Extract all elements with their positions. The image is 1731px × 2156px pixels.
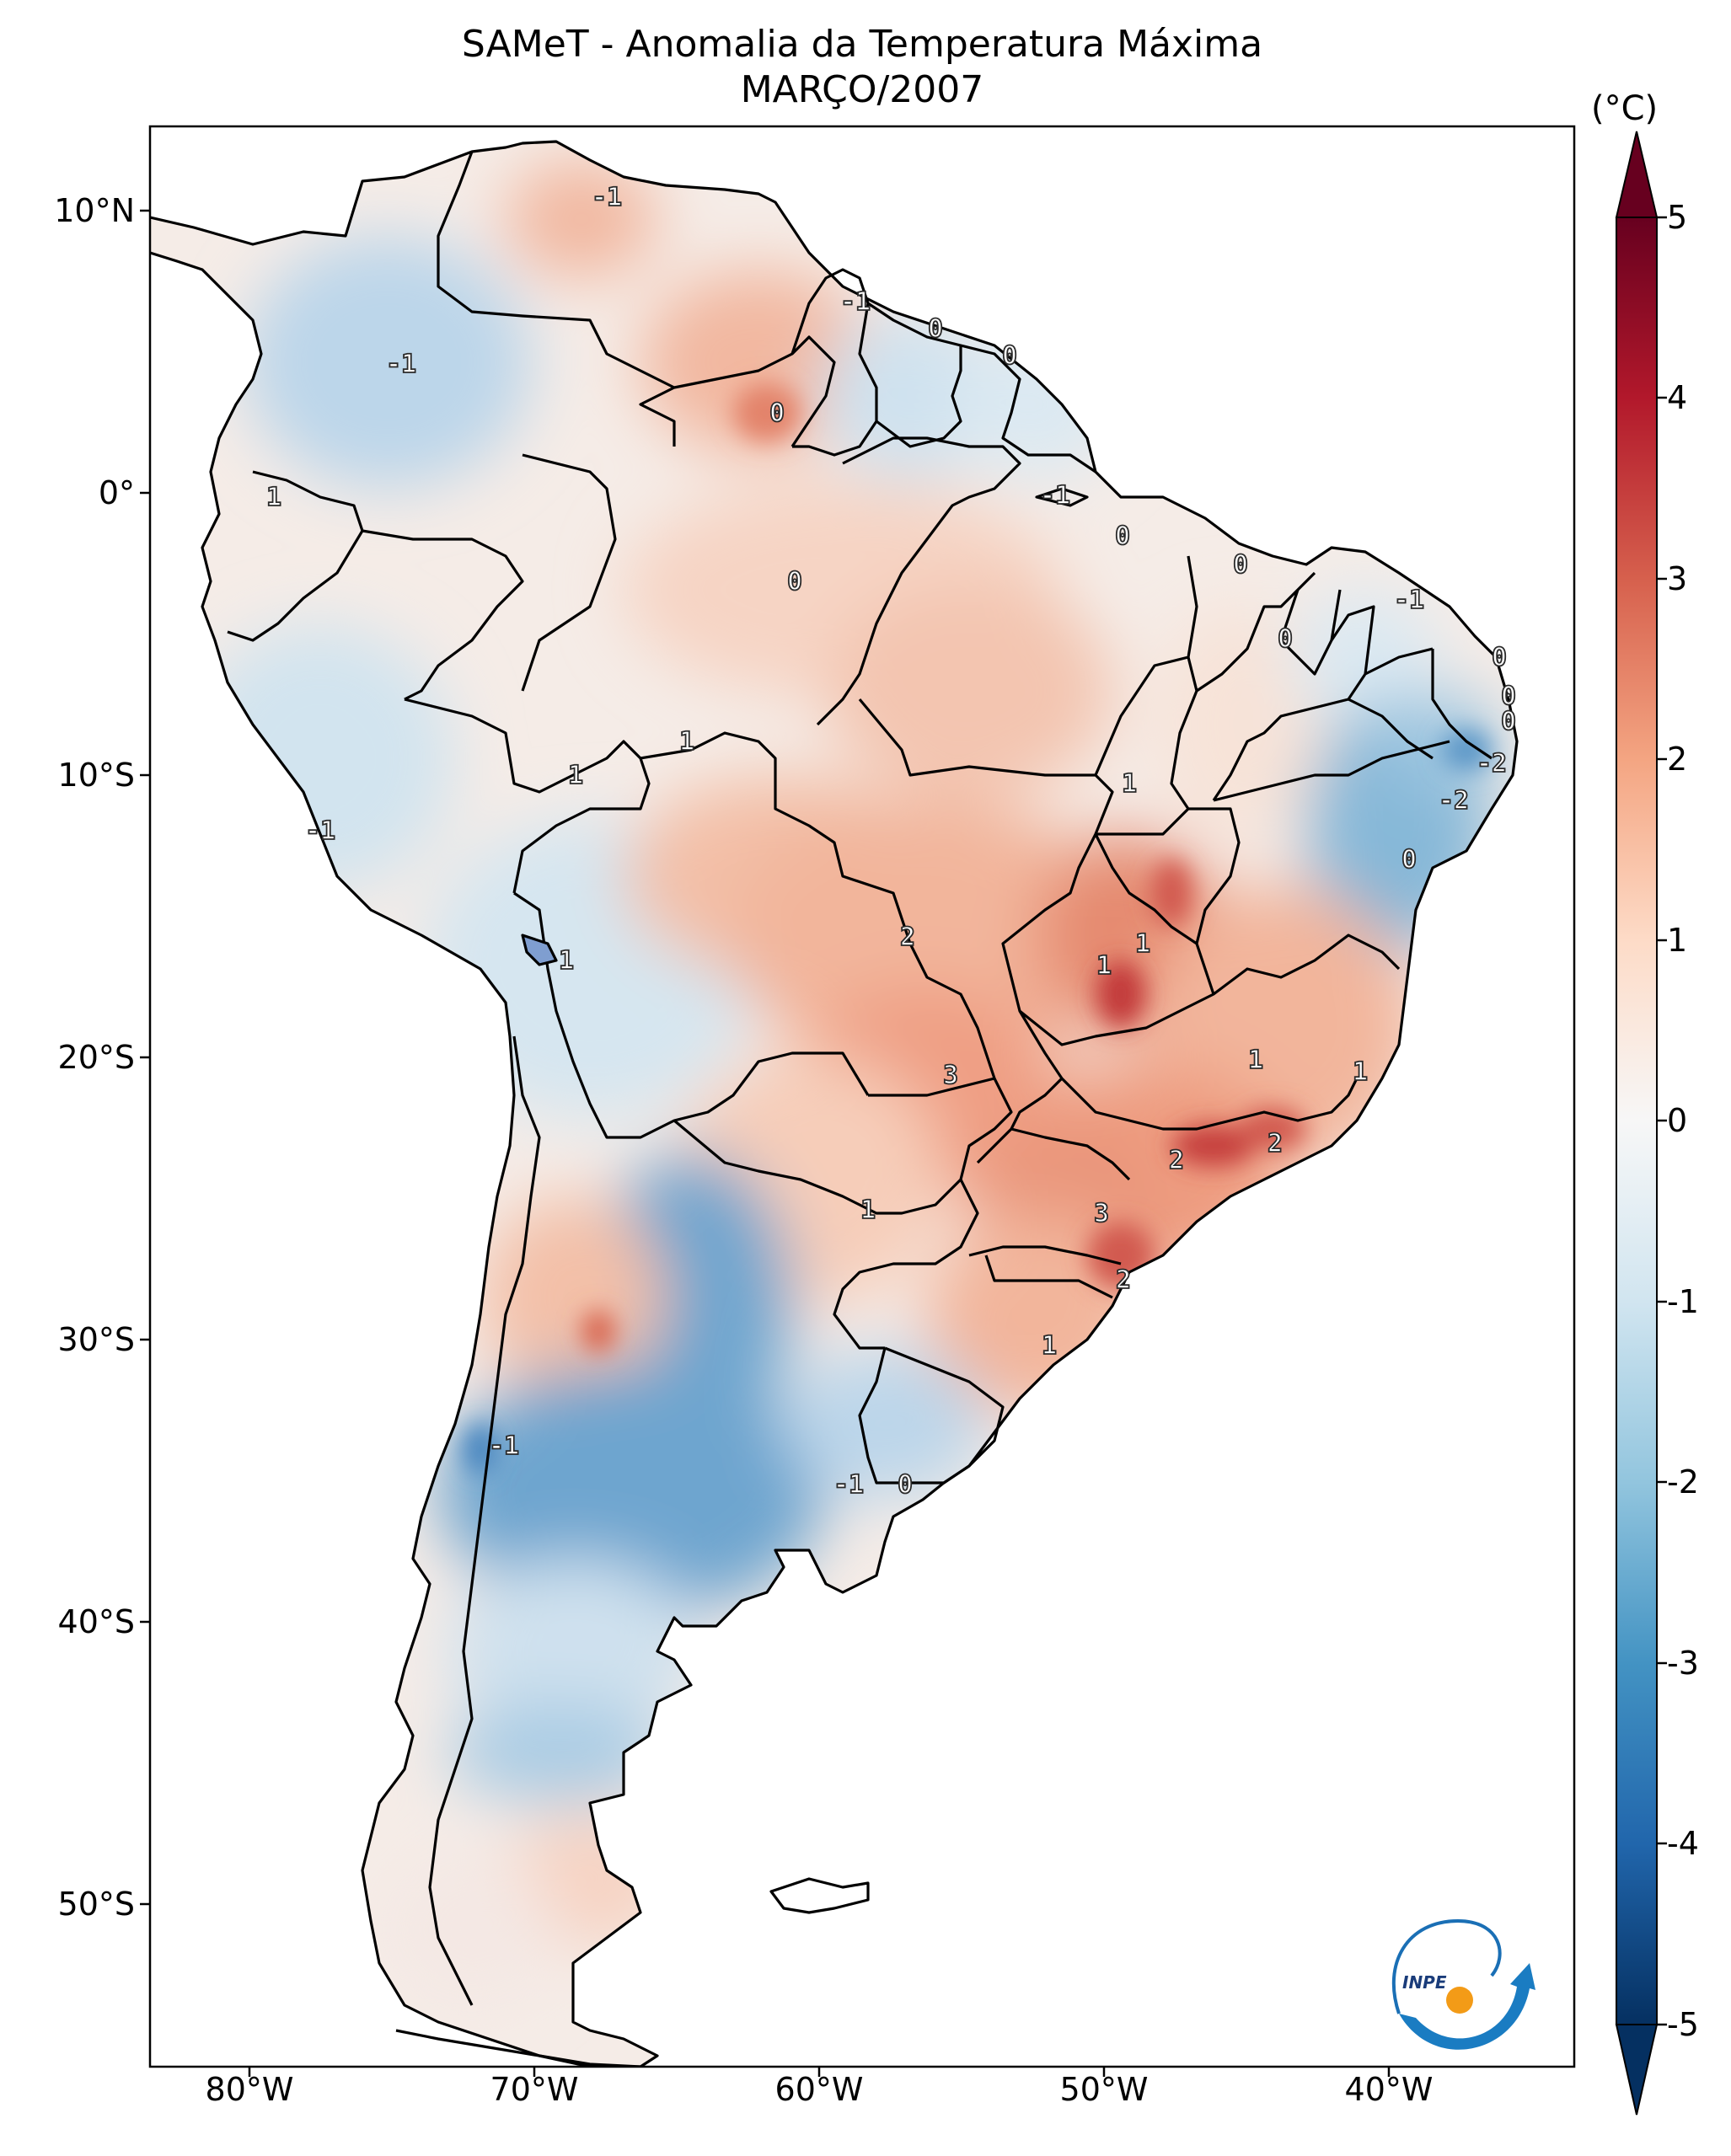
colorbar-gradient <box>1616 217 1658 2025</box>
border-venezuela-brazil <box>673 335 836 447</box>
border-uruguay <box>858 1346 1005 1485</box>
colorbar-tick-label: -3 <box>1667 1645 1699 1682</box>
chart-subtitle: MARÇO/2007 <box>740 68 984 111</box>
country-borders <box>150 140 1519 2067</box>
lon-tick-label: 50°W <box>1059 2071 1149 2108</box>
contour-label: 0 <box>1002 341 1017 371</box>
contour-label: -2 <box>1439 786 1469 816</box>
axis-ticks <box>140 209 1391 2077</box>
colorbar-tick-label: -4 <box>1667 1825 1699 1862</box>
coastline <box>150 140 1519 2067</box>
contour-label: 1 <box>568 761 583 790</box>
colorbar-tick-label: 0 <box>1667 1102 1688 1139</box>
border-paraguay <box>673 1078 1013 1215</box>
contour-label: 0 <box>1401 845 1417 875</box>
border-peru-colombia <box>362 529 524 701</box>
inpe-logo-arc <box>1391 1918 1502 2014</box>
contour-label: 0 <box>1501 682 1516 711</box>
contour-label: 1 <box>860 1196 876 1225</box>
contour-label: 3 <box>1094 1199 1109 1228</box>
colorbar-tick-label: -5 <box>1667 2006 1699 2043</box>
lat-tick-label: 10°N <box>54 192 135 229</box>
colorbar-tick-label: 5 <box>1667 199 1688 236</box>
inpe-logo-sun <box>1446 1987 1473 2014</box>
contour-label: 1 <box>1122 769 1137 799</box>
contour-label: 2 <box>1169 1146 1184 1175</box>
lat-tick-label: 0° <box>98 474 135 511</box>
border-colombia-brazil <box>521 453 617 692</box>
contour-label: 3 <box>943 1061 958 1090</box>
lon-tick-label: 80°W <box>205 2071 294 2108</box>
state-borders-brazil <box>816 436 1493 1299</box>
lon-tick-label: 40°W <box>1344 2071 1434 2108</box>
contour-label: -1 <box>489 1431 519 1461</box>
colorbar-tick-label: 2 <box>1667 741 1688 778</box>
border-peru-brazil <box>404 698 651 894</box>
contour-label: 1 <box>679 727 694 757</box>
contour-label: 2 <box>1116 1265 1131 1295</box>
lat-tick-label: 40°S <box>57 1603 135 1640</box>
tierra-del-fuego <box>395 2029 641 2067</box>
contour-label: 0 <box>1233 550 1248 580</box>
lon-tick-label: 60°W <box>774 2071 864 2108</box>
contour-label: -1 <box>592 183 622 212</box>
contour-label: -1 <box>833 1470 864 1500</box>
colorbar-tick-label: -1 <box>1667 1283 1699 1320</box>
contour-label: 1 <box>1135 929 1150 959</box>
contour-label: 0 <box>928 314 943 344</box>
contour-label: 0 <box>1278 624 1293 654</box>
contour-label: -1 <box>1040 481 1070 511</box>
lat-tick-label: 30°S <box>57 1321 135 1358</box>
contour-label: -1 <box>840 287 871 317</box>
contour-label: 1 <box>559 946 574 976</box>
contour-label: 0 <box>787 567 802 597</box>
contour-label: 0 <box>1115 522 1130 551</box>
border-chile-argentina <box>428 1035 541 2006</box>
marajo-islands <box>1035 487 1089 507</box>
falkland-islands <box>769 1877 870 1914</box>
lat-tick-label: 20°S <box>57 1039 135 1076</box>
map-axes-border <box>148 125 1576 2068</box>
colorbar <box>1615 131 1667 2116</box>
colorbar-tick-label: 1 <box>1667 922 1688 959</box>
border-bolivia-brazil <box>640 731 996 1097</box>
pantanal-lake <box>521 934 558 966</box>
colorbar-tick-label: 3 <box>1667 560 1688 597</box>
contour-label: 0 <box>1492 643 1507 672</box>
contour-label: -1 <box>305 816 335 846</box>
border-colombia-venezuela <box>437 151 676 447</box>
contour-label: 1 <box>266 483 281 512</box>
border-guyanas <box>790 268 1096 473</box>
lon-tick-label: 70°W <box>490 2071 579 2108</box>
contour-label: 0 <box>769 399 785 428</box>
border-ecuador <box>227 470 364 642</box>
inpe-logo-text: INPE <box>1402 1972 1447 1993</box>
contour-label: 2 <box>1267 1129 1283 1158</box>
contour-label: 0 <box>1501 707 1516 736</box>
colorbar-unit-label: (°C) <box>1591 89 1659 128</box>
contour-label: 2 <box>900 923 915 952</box>
contour-label: 1 <box>1248 1046 1263 1075</box>
contour-label: 0 <box>898 1470 913 1500</box>
inpe-logo: INPE <box>1391 1918 1535 2050</box>
contour-label: 1 <box>1096 951 1112 981</box>
border-bolivia-south <box>513 891 870 1139</box>
contour-label: -2 <box>1476 749 1507 778</box>
contour-label: 1 <box>1042 1331 1057 1361</box>
lat-tick-label: 10°S <box>57 757 135 794</box>
colorbar-tick-label: 4 <box>1667 379 1688 416</box>
inpe-logo-swoosh <box>1399 1963 1535 2050</box>
contour-label: -1 <box>386 350 416 379</box>
contour-label: -1 <box>1394 586 1424 615</box>
border-argentina-brazil <box>833 1179 979 1350</box>
colorbar-tick-label: -2 <box>1667 1463 1699 1501</box>
lat-tick-label: 50°S <box>57 1886 135 1923</box>
colorbar-min-extension <box>1615 2024 1659 2116</box>
contour-labels: -1 -1 0 0 -1 0 -1 0 0 -1 1 0 0 0 0 0 -2 … <box>265 182 1517 1501</box>
chart-title: SAMeT - Anomalia da Temperatura Máxima <box>461 23 1263 66</box>
colorbar-max-extension <box>1615 131 1659 218</box>
contour-label: 1 <box>1353 1057 1368 1087</box>
